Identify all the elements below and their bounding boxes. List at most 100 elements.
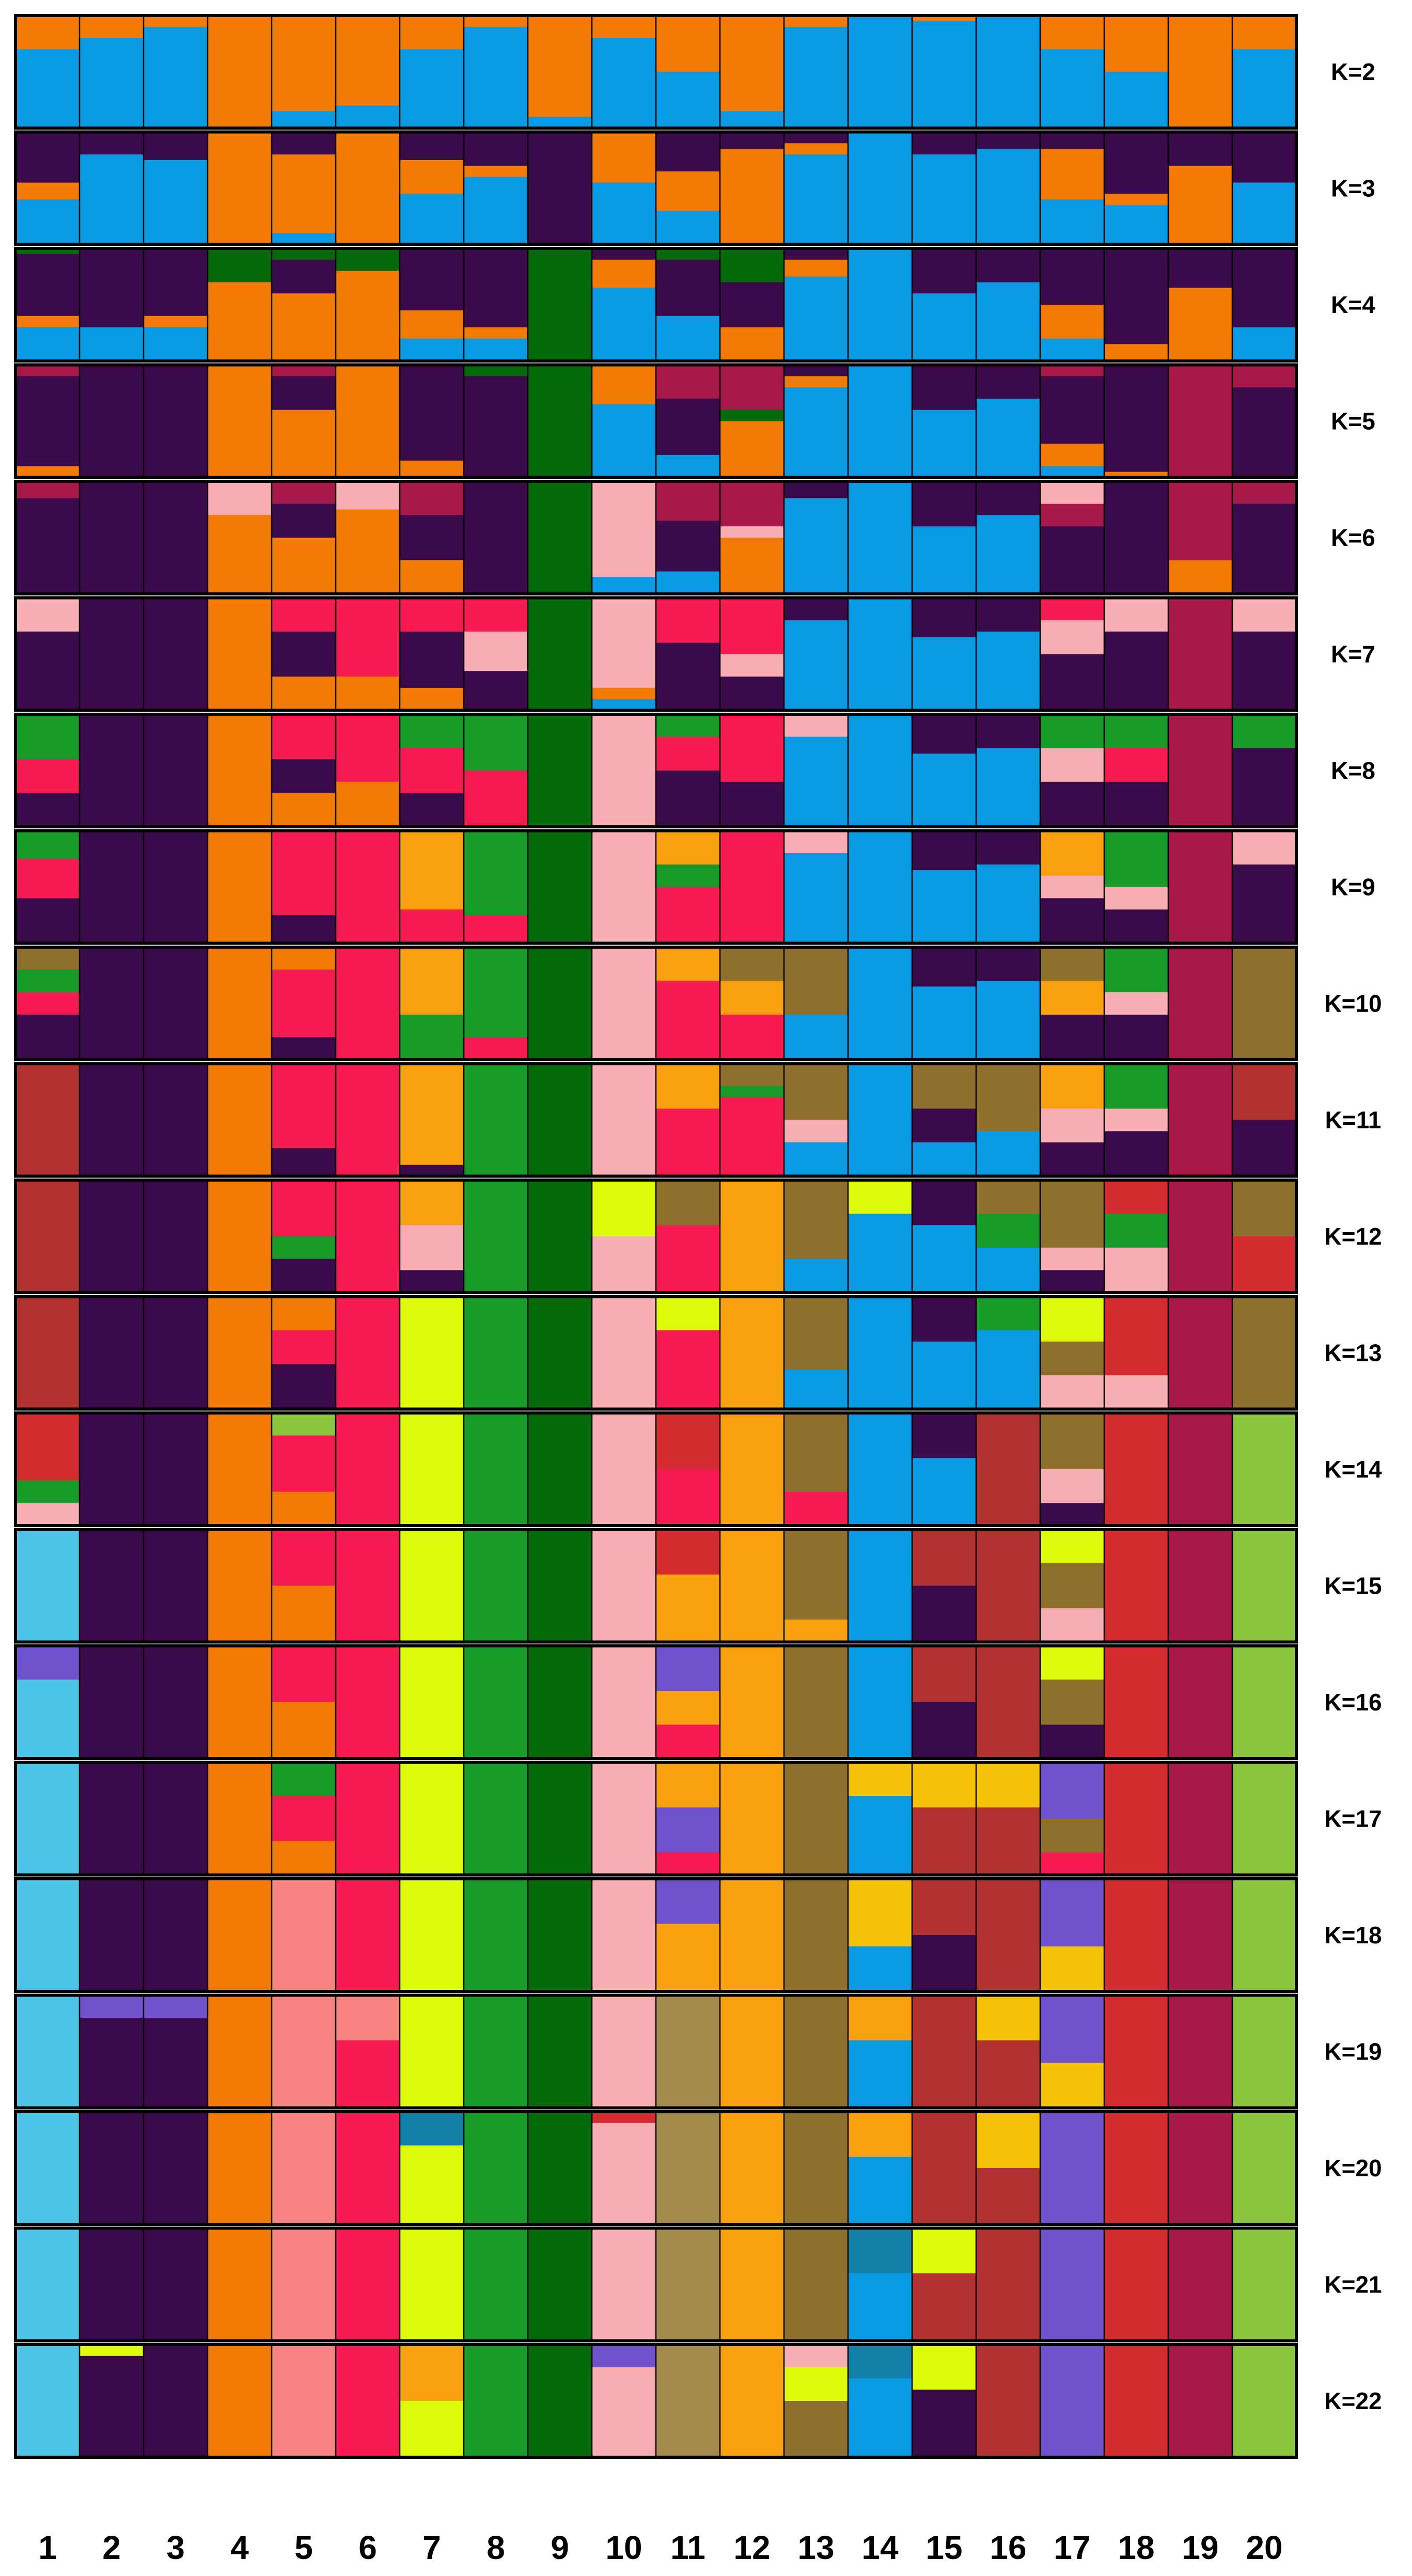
population-label: 13 (797, 2529, 834, 2566)
bar-segment-k7-pop17-pink (1040, 620, 1105, 655)
bar-segment-k5-pop4-orange (208, 365, 272, 478)
panel-frame (14, 2110, 1298, 2226)
bar-segment-k18-pop12-gold (720, 1879, 785, 1992)
bar-segment-k15-pop17-pink (1040, 1608, 1105, 1643)
bar-segment-k17-pop17-olive (1040, 1818, 1105, 1853)
bar-segment-k8-pop7-green (400, 714, 464, 748)
bar-segment-k22-pop20-lime (1232, 2345, 1297, 2458)
bar-segment-k22-pop7-gold (400, 2345, 464, 2401)
bar-segment-k21-pop16-brickred (976, 2228, 1041, 2342)
panel-k-6 (14, 480, 1298, 595)
bar-segment-k4-pop1-orange (15, 316, 80, 328)
population-label: 16 (990, 2529, 1026, 2566)
bar-segment-k12-pop18-pink (1104, 1247, 1169, 1293)
bar-segment-k6-pop12-maroon (720, 481, 785, 527)
bar-segment-k6-pop20-maroon (1232, 481, 1297, 505)
bar-segment-k11-pop5-red (272, 1063, 336, 1149)
bar-segment-k21-pop15-brickred (912, 2273, 977, 2342)
bar-segment-k13-pop5-red (272, 1330, 336, 1364)
bar-segment-k2-pop11-orange (656, 15, 720, 72)
bar-segment-k5-pop12-maroon (720, 365, 785, 411)
bar-segment-k10-pop13-olive (784, 947, 849, 1015)
bar-segment-k3-pop8-orange (464, 165, 528, 178)
bar-segment-k3-pop17-orange (1040, 149, 1105, 200)
bar-segment-k12-pop17-pink (1040, 1247, 1105, 1270)
bar-segment-k4-pop11-blue (656, 316, 720, 362)
bar-segment-k3-pop4-orange (208, 132, 272, 245)
bar-segment-k6-pop4-pink (208, 481, 272, 515)
bar-segment-k8-pop14-blue (848, 714, 913, 827)
bar-segment-k4-pop12-dkgreen (720, 248, 785, 282)
bar-segment-k12-pop16-green (976, 1214, 1041, 1248)
panel-frame (14, 1062, 1298, 1178)
bar-segment-k17-pop15-brickred (912, 1807, 977, 1876)
bar-segment-k4-pop1-dkgreen (15, 248, 80, 255)
bar-segment-k13-pop18-crimson (1104, 1296, 1169, 1376)
bar-segment-k7-pop19-maroon (1168, 598, 1233, 711)
bar-segment-k8-pop5-red (272, 714, 336, 760)
panel-frame (14, 363, 1298, 479)
k-label: K=17 (1324, 1805, 1382, 1832)
bar-segment-k18-pop17-yellow2 (1040, 1946, 1105, 1992)
bar-segment-k17-pop8-green (464, 1762, 528, 1876)
bar-segment-k19-pop2-purple (80, 2018, 144, 2109)
bar-segment-k10-pop18-green (1104, 947, 1169, 993)
bar-segment-k2-pop10-blue (592, 38, 656, 129)
bar-segment-k15-pop11-crimson (656, 1529, 720, 1575)
bar-segment-k4-pop5-purple (272, 259, 336, 294)
bar-segment-k16-pop13-olive (784, 1646, 849, 1759)
bar-segment-k13-pop8-green (464, 1296, 528, 1410)
bar-segment-k9-pop9-dkgreen (528, 830, 592, 944)
bar-segment-k13-pop5-purple (272, 1364, 336, 1410)
bar-segment-k11-pop6-red (336, 1063, 400, 1177)
bar-segment-k21-pop12-gold (720, 2228, 785, 2342)
bar-segment-k11-pop13-blue (784, 1142, 849, 1177)
bar-segment-k6-pop9-dkgreen (528, 481, 592, 594)
bar-segment-k20-pop12-gold (720, 2112, 785, 2225)
bar-segment-k19-pop8-green (464, 1995, 528, 2109)
bar-segment-k4-pop9-dkgreen (528, 248, 592, 362)
bar-segment-k11-pop7-gold (400, 1063, 464, 1166)
bar-segment-k21-pop7-yellow (400, 2228, 464, 2342)
k-label: K=8 (1331, 757, 1375, 784)
bar-segment-k5-pop2-purple (80, 365, 144, 478)
bar-segment-k19-pop17-yellow2 (1040, 2063, 1105, 2109)
bar-segment-k3-pop17-purple (1040, 132, 1105, 149)
bar-segment-k21-pop8-green (464, 2228, 528, 2342)
bar-segment-k10-pop17-purple (1040, 1014, 1105, 1060)
bar-segment-k8-pop20-purple (1232, 748, 1297, 827)
bar-segment-k15-pop5-orange (272, 1585, 336, 1643)
bar-segment-k16-pop14-blue (848, 1646, 913, 1759)
bar-segment-k3-pop14-blue (848, 132, 913, 245)
bar-segment-k12-pop13-blue (784, 1259, 849, 1293)
bar-segment-k22-pop13-pink (784, 2345, 849, 2368)
bar-segment-k10-pop1-green (15, 969, 80, 993)
bar-segment-k19-pop1-skyblue (15, 1995, 80, 2109)
bar-segment-k9-pop4-orange (208, 830, 272, 944)
bar-segment-k6-pop11-blue (656, 571, 720, 594)
bar-segment-k22-pop15-yellow (912, 2345, 977, 2390)
bar-segment-k8-pop20-green (1232, 714, 1297, 748)
bar-segment-k11-pop16-blue (976, 1131, 1041, 1177)
bar-segment-k22-pop13-olive (784, 2401, 849, 2458)
panel-frame (14, 1993, 1298, 2110)
bar-segment-k2-pop6-orange (336, 15, 400, 106)
bar-segment-k6-pop19-maroon (1168, 481, 1233, 561)
bar-segment-k17-pop5-green (272, 1762, 336, 1797)
bar-segment-k3-pop16-purple (976, 132, 1041, 149)
bar-segment-k7-pop4-orange (208, 598, 272, 711)
bar-segment-k3-pop2-blue (80, 154, 144, 245)
bar-segment-k3-pop18-purple (1104, 132, 1169, 194)
bar-segment-k13-pop1-brickred (15, 1296, 80, 1410)
k-label: K=7 (1331, 641, 1375, 668)
bar-segment-k22-pop14-blue (848, 2378, 913, 2458)
bar-segment-k19-pop13-olive (784, 1995, 849, 2109)
bar-segment-k3-pop13-orange (784, 143, 849, 155)
bar-segment-k19-pop14-gold (848, 1995, 913, 2041)
bar-segment-k21-pop10-pink (592, 2228, 656, 2342)
bar-segment-k2-pop11-blue (656, 72, 720, 129)
bar-segment-k11-pop18-green (1104, 1063, 1169, 1109)
bar-segment-k10-pop12-red (720, 1014, 785, 1060)
bar-segment-k2-pop9-orange (528, 15, 592, 117)
bar-segment-k8-pop4-orange (208, 714, 272, 827)
